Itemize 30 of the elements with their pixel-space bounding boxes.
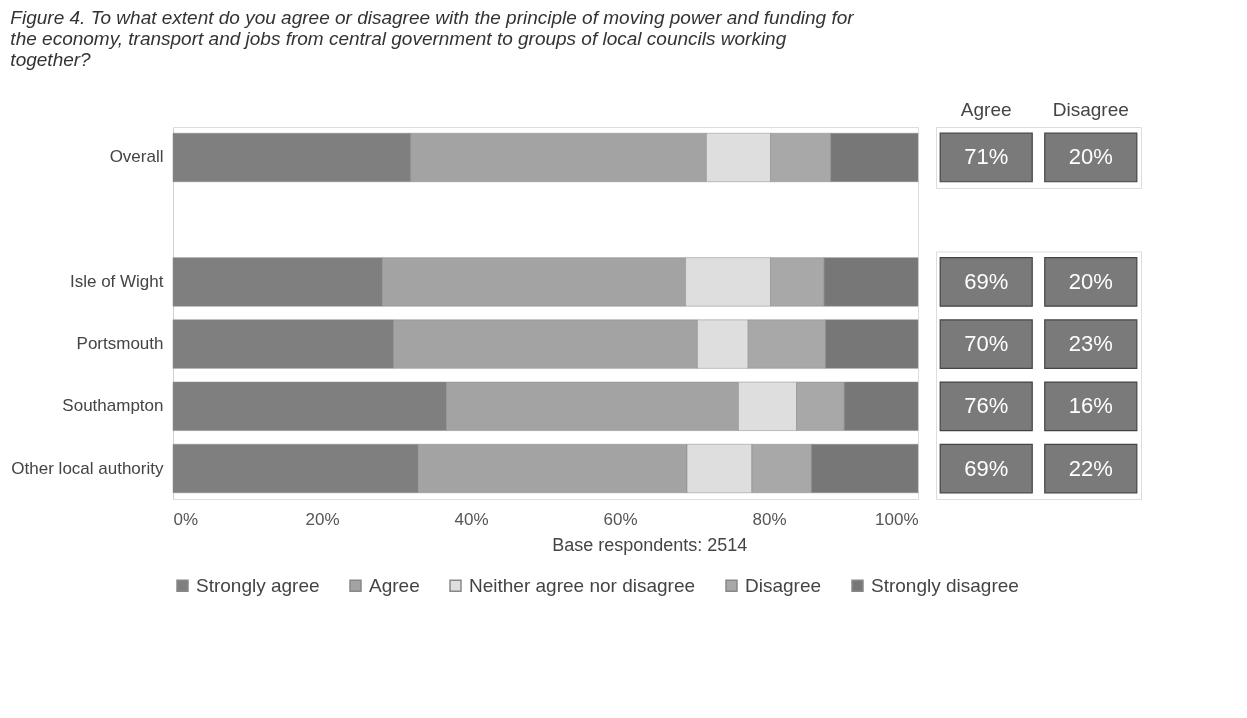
y-tick-label: Overall (109, 147, 164, 167)
y-tick-label: Portsmouth (76, 334, 164, 354)
category-label: Agree (960, 98, 1012, 120)
y-tick-label: Other local authority (11, 458, 164, 478)
x-tick-label: 0% (173, 509, 199, 529)
text: 20% (1068, 268, 1113, 294)
text: 16% (1068, 393, 1113, 419)
text: 22% (1068, 455, 1113, 481)
text: 70% (964, 331, 1009, 357)
x-tick-label: 60% (603, 509, 638, 529)
text: 76% (964, 393, 1009, 419)
x-tick-label: 100% (875, 509, 919, 529)
x-tick-label: 40% (454, 509, 489, 529)
chart-title: Figure 4. To what extent do you agree or disagree with the principle of moving power and funding for the economy, transport and jobs from central government to groups of local councils working together? (10, 6, 855, 70)
text: 23% (1068, 331, 1113, 357)
legend-label: Neither agree nor disagree (469, 574, 696, 596)
text: 69% (964, 268, 1009, 294)
legend-label: Agree (369, 574, 420, 596)
category-label: Disagree (1052, 98, 1129, 120)
legend-label: Strongly agree (196, 574, 320, 596)
x-tick-label: 80% (752, 509, 787, 529)
x-tick-label: 20% (305, 509, 340, 529)
text: 71% (964, 144, 1009, 170)
legend-label: Strongly disagree (871, 574, 1019, 596)
y-tick-label: Isle of Wight (69, 271, 164, 291)
text: 20% (1068, 144, 1113, 170)
text: Base respondents: 2514 (552, 535, 748, 555)
legend-label: Disagree (745, 574, 822, 596)
text: 69% (964, 455, 1009, 481)
y-tick-label: Southampton (62, 396, 164, 416)
